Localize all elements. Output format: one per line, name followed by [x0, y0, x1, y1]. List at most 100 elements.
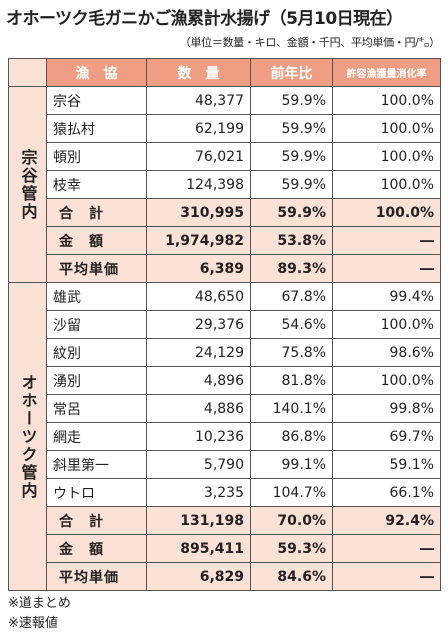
cell: 59.9% [250, 86, 333, 115]
cell: 100.0% [332, 114, 441, 143]
cell: 100.0% [332, 170, 441, 199]
row-label: 頓別 [46, 142, 147, 171]
row-label: 枝幸 [46, 170, 147, 199]
row-label: 猿払村 [46, 114, 147, 143]
cell: 100.0% [332, 86, 441, 115]
cell: 100.0% [332, 198, 441, 227]
data-row: 紋別 24,129 75.8% 98.6% [9, 338, 441, 367]
cell: 131,198 [146, 506, 251, 535]
row-label: 平均単価 [46, 254, 147, 283]
header-row: 漁 協数 量前年比 許容漁獲量消化率 [8, 58, 441, 87]
cell: 99.4% [332, 282, 441, 311]
footnotes: ※道まとめ ※速報値 [8, 594, 71, 634]
cell: 84.6% [250, 562, 333, 591]
row-label: 金 額 [46, 226, 147, 255]
cell: 59.1% [332, 450, 441, 479]
data-row: 沙留 29,376 54.6% 100.0% [9, 310, 441, 339]
row-label: 常呂 [46, 394, 147, 423]
cell: 59.9% [250, 198, 333, 227]
cell: 76,021 [146, 142, 251, 171]
cell: 66.1% [332, 478, 441, 507]
header-cell: 許容漁獲量消化率 [332, 58, 441, 87]
cell: 4,896 [146, 366, 251, 395]
cell: 104.7% [250, 478, 333, 507]
summary-row: 平均単価 6,829 84.6% ― [9, 562, 441, 591]
cell: ― [332, 534, 441, 563]
data-row: ウトロ 3,235 104.7% 66.1% [9, 478, 441, 507]
cell: 69.7% [332, 422, 441, 451]
region-label: オホーツク管内 [8, 282, 47, 591]
row-label: ウトロ [46, 478, 147, 507]
data-row: 斜里第一 5,790 99.1% 59.1% [9, 450, 441, 479]
cell: 6,389 [146, 254, 251, 283]
cell: 100.0% [332, 142, 441, 171]
cell: 59.9% [250, 114, 333, 143]
data-row: 頓別 76,021 59.9% 100.0% [9, 142, 441, 171]
row-label: 網走 [46, 422, 147, 451]
cell: 59.9% [250, 142, 333, 171]
row-label: 紋別 [46, 338, 147, 367]
cell: 6,829 [146, 562, 251, 591]
cell: 62,199 [146, 114, 251, 143]
cell: 54.6% [250, 310, 333, 339]
cell: 86.8% [250, 422, 333, 451]
cell: 24,129 [146, 338, 251, 367]
cell: 99.8% [332, 394, 441, 423]
cell: 59.3% [250, 534, 333, 563]
cell: 53.8% [250, 226, 333, 255]
summary-row: 合 計 310,995 59.9% 100.0% [9, 198, 441, 227]
cell: 48,650 [146, 282, 251, 311]
cell: 81.8% [250, 366, 333, 395]
data-row: 枝幸 124,398 59.9% 100.0% [9, 170, 441, 199]
cell: 5,790 [146, 450, 251, 479]
header-corner [8, 58, 47, 87]
cell: ― [332, 562, 441, 591]
cell: 124,398 [146, 170, 251, 199]
cell: 67.8% [250, 282, 333, 311]
summary-row: 合 計 131,198 70.0% 92.4% [9, 506, 441, 535]
cell: 10,236 [146, 422, 251, 451]
header-cell: 数 量 [146, 58, 251, 87]
cell: 98.6% [332, 338, 441, 367]
row-label: 平均単価 [46, 562, 147, 591]
data-row: 猿払村 62,199 59.9% 100.0% [9, 114, 441, 143]
data-row: 宗谷管内 宗谷 48,377 59.9% 100.0% [8, 86, 441, 283]
row-label: 湧別 [46, 366, 147, 395]
row-label: 宗谷 [46, 86, 147, 115]
region-label: 宗谷管内 [8, 86, 47, 283]
data-row: オホーツク管内 雄武 48,650 67.8% 99.4% [8, 282, 441, 591]
data-row: 網走 10,236 86.8% 69.7% [9, 422, 441, 451]
header-cell: 前年比 [250, 58, 333, 87]
subtitle: （単位＝数量・キロ、金額・千円、平均単価・円/㌔） [179, 36, 441, 49]
row-label: 合 計 [46, 198, 147, 227]
header-cell: 漁 協 [46, 58, 147, 87]
cell: ― [332, 226, 441, 255]
row-label: 合 計 [46, 506, 147, 535]
cell: 4,886 [146, 394, 251, 423]
cell: 895,411 [146, 534, 251, 563]
cell: 100.0% [332, 310, 441, 339]
cell: 48,377 [146, 86, 251, 115]
data-row: 湧別 4,896 81.8% 100.0% [9, 366, 441, 395]
row-label: 斜里第一 [46, 450, 147, 479]
footnote: ※速報値 [8, 616, 58, 631]
cell: 310,995 [146, 198, 251, 227]
cell: 92.4% [332, 506, 441, 535]
cell: 3,235 [146, 478, 251, 507]
title: オホーツク毛ガニかご漁累計水揚げ（5月10日現在） [6, 9, 403, 29]
cell: 70.0% [250, 506, 333, 535]
cell: 100.0% [332, 366, 441, 395]
cell: 1,974,982 [146, 226, 251, 255]
footnote: ※道まとめ [8, 596, 71, 611]
cell: 140.1% [250, 394, 333, 423]
cell: 29,376 [146, 310, 251, 339]
summary-row: 金 額 895,411 59.3% ― [9, 534, 441, 563]
cell: 59.9% [250, 170, 333, 199]
summary-row: 平均単価 6,389 89.3% ― [9, 254, 441, 283]
cell: ― [332, 254, 441, 283]
cell: 89.3% [250, 254, 333, 283]
row-label: 雄武 [46, 282, 147, 311]
cell: 75.8% [250, 338, 333, 367]
row-label: 沙留 [46, 310, 147, 339]
